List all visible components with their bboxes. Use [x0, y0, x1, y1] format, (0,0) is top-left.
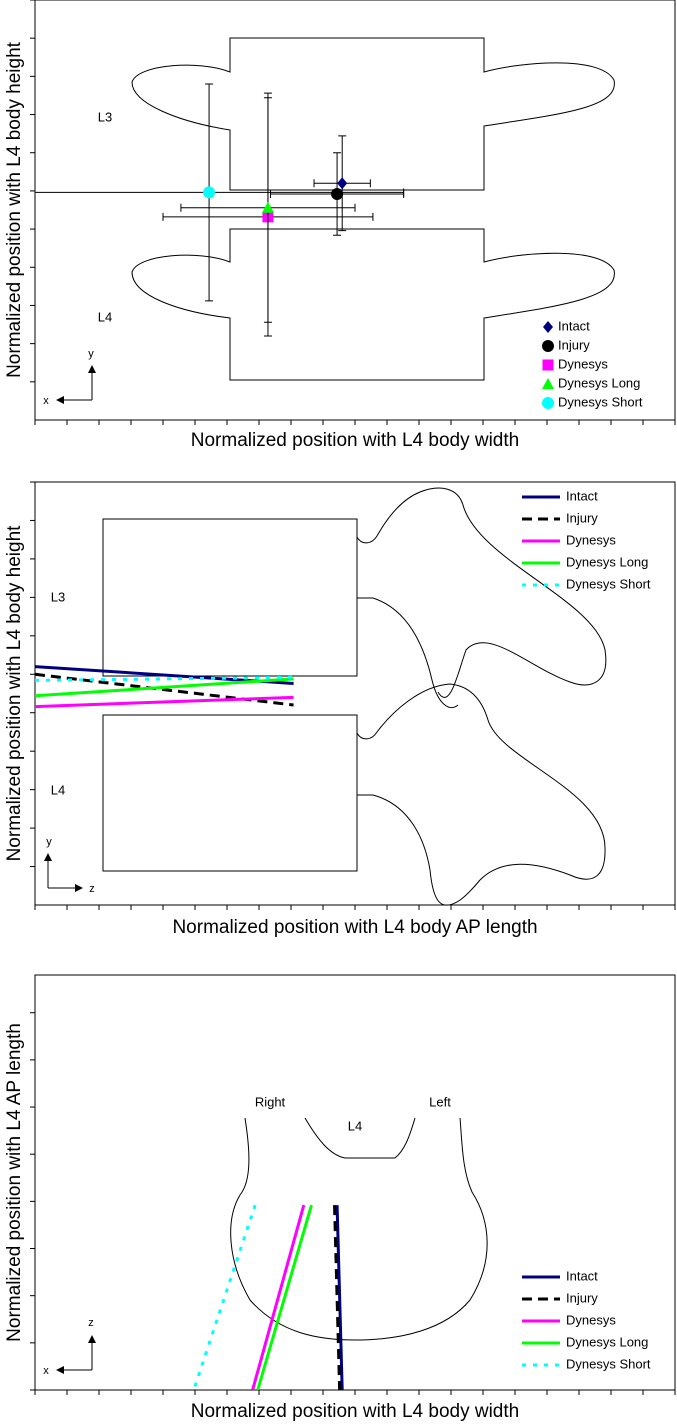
y-axis-title: Normalized position with L4 body height	[4, 525, 25, 862]
legend-label: Dynesys	[566, 1312, 616, 1327]
legend-label: Dynesys Short	[566, 576, 651, 591]
plot-area	[192, 1204, 344, 1390]
axis-symbol: x	[43, 1365, 49, 1377]
legend-entry: Injury	[522, 1290, 598, 1305]
legend-label: Injury	[558, 337, 590, 352]
legend-label: Injury	[566, 510, 598, 525]
annotation: Left	[429, 1094, 451, 1109]
legend-marker	[543, 321, 553, 333]
legend-label: Dynesys Short	[566, 1356, 651, 1371]
annotation: L4	[98, 309, 112, 324]
legend-label: Dynesys Long	[566, 554, 648, 569]
legend-label: Intact	[558, 318, 590, 333]
legend-entry: Dynesys Long	[522, 1334, 648, 1349]
series-line	[35, 677, 294, 698]
annotation: L3	[51, 589, 65, 604]
series-line	[335, 1205, 344, 1390]
legend-entry: Intact	[522, 1268, 598, 1283]
legend-entry: Intact	[543, 318, 590, 333]
legend-label: Dynesys Short	[558, 394, 643, 409]
legend-marker	[542, 397, 554, 409]
plot-frame	[34, 974, 676, 1391]
point	[337, 177, 348, 190]
plot-area	[35, 665, 294, 709]
legend-label: Dynesys Long	[566, 1334, 648, 1349]
legend-marker	[542, 378, 554, 389]
axis-symbol: z	[88, 1317, 94, 1329]
legend-label: Dynesys	[558, 356, 608, 371]
plot-area	[35, 83, 405, 337]
x-axis-title: Normalized position with L4 body width	[191, 1401, 519, 1422]
series-line	[251, 1204, 306, 1390]
series-line	[35, 695, 294, 709]
legend-entry: Dynesys Short	[542, 394, 643, 409]
series-line	[35, 672, 294, 707]
axis-symbol: y	[88, 348, 94, 360]
legend-marker	[542, 340, 554, 352]
legend-marker	[542, 359, 554, 371]
point	[261, 201, 274, 213]
vertebra-outline	[102, 487, 607, 906]
axis-symbol: x	[43, 395, 49, 407]
series-line	[256, 1204, 313, 1390]
legend-entry: Dynesys Short	[522, 1356, 651, 1371]
x-axis-title: Normalized position with L4 body AP leng…	[172, 917, 537, 938]
legend-label: Injury	[566, 1290, 598, 1305]
legend-entry: Injury	[522, 510, 598, 525]
annotation: L3	[98, 109, 112, 124]
legend-label: Intact	[566, 1268, 598, 1283]
legend-entry: Injury	[542, 337, 590, 352]
x-axis-title: Normalized position with L4 body width	[191, 430, 519, 451]
legend-entry: Dynesys	[542, 356, 608, 371]
legend-entry: Dynesys	[522, 532, 616, 547]
point	[331, 187, 344, 200]
legend-entry: Intact	[522, 488, 598, 503]
legend-entry: Dynesys Short	[522, 576, 651, 591]
annotation: L4	[51, 782, 65, 797]
vertebra-outline	[131, 37, 615, 381]
point	[203, 186, 216, 199]
annotation: L4	[348, 1118, 362, 1133]
axis-arrows	[44, 365, 96, 1374]
axis-symbol: z	[89, 883, 95, 895]
vertebra-outline	[230, 1117, 488, 1341]
legend-label: Intact	[566, 488, 598, 503]
legend-label: Dynesys	[566, 532, 616, 547]
annotation: Right	[255, 1094, 286, 1109]
legend-entry: Dynesys Long	[542, 375, 640, 390]
y-axis-title: Normalized position with L4 AP length	[4, 1023, 25, 1342]
y-axis-title: Normalized position with L4 body height	[4, 41, 25, 378]
legend-entry: Dynesys	[522, 1312, 616, 1327]
legend-label: Dynesys Long	[558, 375, 640, 390]
series-line	[192, 1204, 257, 1390]
legend-entry: Dynesys Long	[522, 554, 648, 569]
axis-symbol: y	[46, 836, 52, 848]
